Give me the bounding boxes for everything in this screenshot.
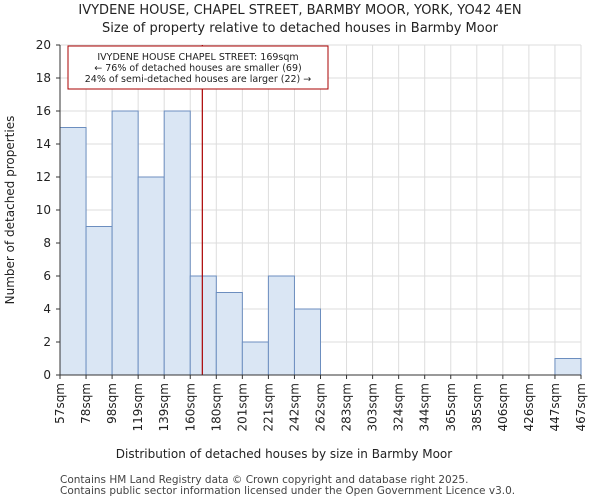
y-tick-label: 20 bbox=[36, 38, 51, 52]
y-tick-label: 16 bbox=[36, 104, 51, 118]
x-tick-label: 57sqm bbox=[53, 383, 67, 424]
footer-line-1: Contains HM Land Registry data © Crown c… bbox=[60, 474, 468, 486]
x-tick-label: 119sqm bbox=[131, 383, 145, 431]
x-tick-label: 160sqm bbox=[183, 383, 197, 431]
y-tick-label: 6 bbox=[43, 269, 51, 283]
x-tick-label: 78sqm bbox=[79, 383, 93, 424]
y-tick-label: 0 bbox=[43, 368, 51, 382]
x-tick-label: 98sqm bbox=[105, 383, 119, 424]
bar bbox=[189, 275, 217, 376]
bar bbox=[293, 308, 322, 376]
x-tick-label: 283sqm bbox=[340, 383, 354, 431]
y-tick-label: 14 bbox=[36, 137, 51, 151]
x-tick-label: 324sqm bbox=[392, 383, 406, 431]
x-tick-label: 242sqm bbox=[287, 383, 301, 431]
x-tick-label: 139sqm bbox=[157, 383, 171, 431]
bar bbox=[111, 110, 139, 376]
bar bbox=[137, 176, 165, 376]
chart-subtitle: Size of property relative to detached ho… bbox=[102, 21, 499, 36]
x-tick-label: 365sqm bbox=[444, 383, 458, 431]
y-tick-label: 2 bbox=[43, 335, 51, 349]
footer-line-2: Contains public sector information licen… bbox=[60, 485, 515, 497]
x-tick-label: 344sqm bbox=[418, 383, 432, 431]
chart-title: IVYDENE HOUSE, CHAPEL STREET, BARMBY MOO… bbox=[78, 3, 521, 18]
x-tick-label: 467sqm bbox=[574, 383, 588, 431]
annotation-line-1: IVYDENE HOUSE CHAPEL STREET: 169sqm bbox=[97, 52, 298, 63]
y-tick-label: 4 bbox=[43, 302, 51, 316]
annotation-frame bbox=[67, 45, 329, 90]
x-tick-label: 201sqm bbox=[235, 383, 249, 431]
bar bbox=[241, 341, 269, 376]
x-tick-label: 303sqm bbox=[366, 383, 380, 431]
x-tick-labels: 57sqm 78sqm 98sqm 119sqm 139sqm 160sqm 180sqm 2… bbox=[53, 375, 588, 431]
x-tick-label: 447sqm bbox=[548, 383, 562, 431]
y-axis-label: Number of detached properties bbox=[3, 116, 17, 305]
y-tick-labels: 0 2 4 6 8 10 12 14 16 18 20 bbox=[36, 38, 60, 382]
x-tick-label: 426sqm bbox=[522, 383, 536, 431]
annotation-line-3: 24% of semi-detached houses are larger (… bbox=[85, 74, 312, 85]
x-tick-label: 385sqm bbox=[470, 383, 484, 431]
y-tick-label: 10 bbox=[36, 203, 51, 217]
bar bbox=[554, 358, 582, 376]
x-tick-label: 262sqm bbox=[314, 383, 328, 431]
y-tick-label: 18 bbox=[36, 71, 51, 85]
bar bbox=[267, 275, 295, 376]
x-tick-label: 221sqm bbox=[261, 383, 275, 431]
bar bbox=[163, 110, 191, 376]
x-axis-label: Distribution of detached houses by size … bbox=[116, 447, 452, 461]
annotation-box: IVYDENE HOUSE CHAPEL STREET: 169sqm ← 76… bbox=[67, 45, 329, 90]
x-tick-label: 406sqm bbox=[496, 383, 510, 431]
bar bbox=[85, 226, 113, 376]
bars bbox=[59, 110, 582, 376]
y-tick-label: 8 bbox=[43, 236, 51, 250]
x-tick-label: 180sqm bbox=[209, 383, 223, 431]
y-tick-label: 12 bbox=[36, 170, 51, 184]
annotation-line-2: ← 76% of detached houses are smaller (69… bbox=[94, 63, 301, 74]
bar bbox=[59, 127, 87, 376]
bar bbox=[215, 292, 243, 376]
